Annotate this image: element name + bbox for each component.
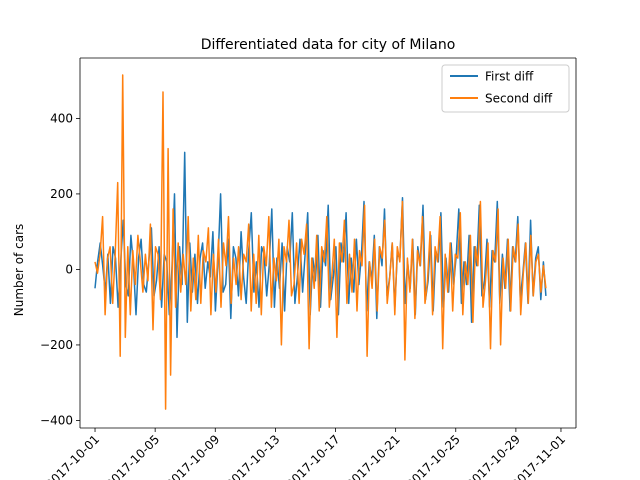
y-axis-label: Number of cars	[12, 224, 26, 317]
series-group	[94, 74, 547, 410]
y-tick-label: −200	[40, 338, 73, 352]
y-tick-label: 200	[50, 187, 73, 201]
legend: First diff Second diff	[441, 64, 570, 113]
legend-label: First diff	[485, 70, 534, 84]
y-axis-ticks: −400 −200 0 200 400	[40, 111, 80, 427]
y-tick-label: 400	[50, 111, 73, 125]
axes-frame	[79, 57, 577, 429]
y-tick-label: −400	[40, 413, 73, 427]
series-line-2	[94, 74, 547, 410]
y-tick-label: 0	[65, 262, 73, 276]
chart-title: Differentiated data for city of Milano	[201, 37, 456, 53]
legend-label: Second diff	[485, 92, 553, 106]
